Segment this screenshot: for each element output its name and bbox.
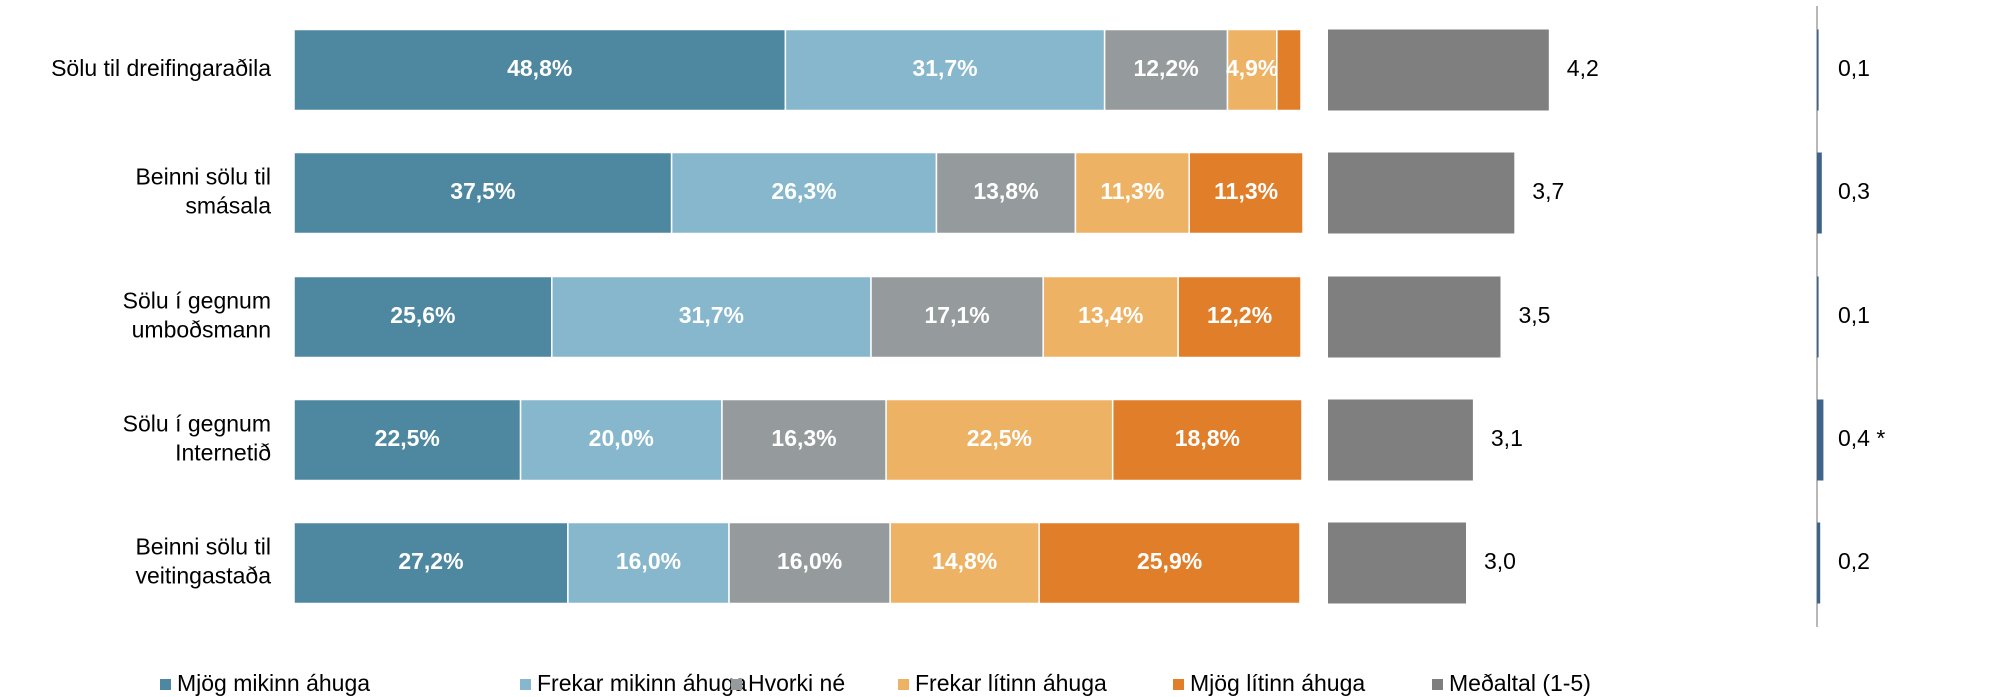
data-label: 18,8% bbox=[1175, 425, 1240, 451]
data-label: 20,0% bbox=[589, 425, 654, 451]
data-label: 3,0 bbox=[1484, 548, 1516, 574]
data-label: 3,7 bbox=[1532, 178, 1564, 204]
bar-segment bbox=[728, 521, 891, 605]
bar-segment bbox=[1103, 28, 1229, 112]
bar-segment bbox=[784, 28, 1106, 112]
bar bbox=[1328, 276, 1501, 358]
bar-segment bbox=[870, 275, 1044, 359]
bar-segment bbox=[1074, 151, 1190, 235]
legend-label: Mjög mikinn áhuga bbox=[177, 670, 370, 696]
data-label: 37,5% bbox=[450, 178, 515, 204]
bar bbox=[1817, 29, 1819, 111]
data-label: 22,5% bbox=[967, 425, 1032, 451]
bar-segment bbox=[293, 275, 553, 359]
bar-segment bbox=[1177, 275, 1302, 359]
data-label: 22,5% bbox=[375, 425, 440, 451]
data-label: 16,3% bbox=[771, 425, 836, 451]
legend-label: Mjög lítinn áhuga bbox=[1190, 670, 1365, 696]
legend-swatch bbox=[1432, 679, 1443, 690]
legend-swatch bbox=[520, 679, 531, 690]
bar-segment bbox=[567, 521, 730, 605]
bar-segment bbox=[935, 151, 1077, 235]
data-label: 11,3% bbox=[1214, 178, 1278, 204]
data-label: 25,9% bbox=[1137, 548, 1202, 574]
data-label: 27,2% bbox=[398, 548, 463, 574]
bar-segment bbox=[1042, 275, 1179, 359]
data-label: 12,2% bbox=[1133, 55, 1198, 81]
data-label: 17,1% bbox=[925, 302, 990, 328]
data-label: 0,4 * bbox=[1838, 425, 1885, 451]
bar bbox=[1817, 522, 1821, 604]
bar-segment bbox=[889, 521, 1040, 605]
category-label: Internetið bbox=[175, 440, 271, 466]
legend-swatch bbox=[160, 679, 171, 690]
category-label: veitingastaða bbox=[135, 563, 271, 589]
data-label: 0,3 bbox=[1838, 178, 1870, 204]
data-label: 0,1 bbox=[1838, 55, 1870, 81]
category-label: umboðsmann bbox=[132, 317, 271, 343]
category-label: Sölu í gegnum bbox=[123, 411, 271, 437]
data-label: 11,3% bbox=[1100, 178, 1164, 204]
legend-label: Hvorki né bbox=[748, 670, 845, 696]
bar bbox=[1328, 522, 1466, 604]
legend-label: Frekar lítinn áhuga bbox=[915, 670, 1107, 696]
bar-segment bbox=[293, 151, 673, 235]
data-label: 4,2 bbox=[1567, 55, 1599, 81]
legend-swatch bbox=[898, 679, 909, 690]
bar bbox=[1328, 29, 1549, 111]
legend-label: Meðaltal (1-5) bbox=[1449, 670, 1591, 696]
legend-label: Frekar mikinn áhuga bbox=[537, 670, 747, 696]
data-label: 31,7% bbox=[912, 55, 977, 81]
category-label: Sölu í gegnum bbox=[123, 288, 271, 314]
bar-segment bbox=[721, 398, 887, 482]
data-label: 25,6% bbox=[390, 302, 455, 328]
bar-segment bbox=[519, 398, 723, 482]
data-label: 12,2% bbox=[1207, 302, 1272, 328]
legend-swatch bbox=[731, 679, 742, 690]
category-label: Beinni sölu til bbox=[135, 534, 271, 560]
data-label: 16,0% bbox=[777, 548, 842, 574]
bar bbox=[1817, 152, 1822, 234]
bar-segment bbox=[1188, 151, 1304, 235]
bar-segment bbox=[1111, 398, 1303, 482]
data-label: 48,8% bbox=[507, 55, 572, 81]
data-label: 13,4% bbox=[1078, 302, 1143, 328]
bar-segment bbox=[1038, 521, 1301, 605]
legend-swatch bbox=[1173, 679, 1184, 690]
data-label: 26,3% bbox=[771, 178, 836, 204]
data-label: 0,2 bbox=[1838, 548, 1870, 574]
category-label: smásala bbox=[185, 193, 271, 219]
bar bbox=[1817, 399, 1824, 481]
bar-segment bbox=[670, 151, 938, 235]
data-label: 3,1 bbox=[1491, 425, 1523, 451]
bar-segment bbox=[885, 398, 1114, 482]
data-label: 13,8% bbox=[973, 178, 1038, 204]
data-label: 14,8% bbox=[932, 548, 997, 574]
data-label: 31,7% bbox=[679, 302, 744, 328]
category-label: Beinni sölu til bbox=[135, 164, 271, 190]
bar bbox=[1328, 152, 1515, 234]
data-label: 0,1 bbox=[1838, 302, 1870, 328]
category-label: Sölu til dreifingaraðila bbox=[51, 55, 271, 81]
bar bbox=[1328, 399, 1473, 481]
bar-segment bbox=[1276, 28, 1302, 112]
data-label: 16,0% bbox=[616, 548, 681, 574]
bar bbox=[1817, 276, 1819, 358]
bar-segment bbox=[293, 521, 569, 605]
data-label: 4,9% bbox=[1226, 55, 1278, 81]
data-label: 3,5 bbox=[1519, 302, 1551, 328]
bar-segment bbox=[293, 28, 787, 112]
